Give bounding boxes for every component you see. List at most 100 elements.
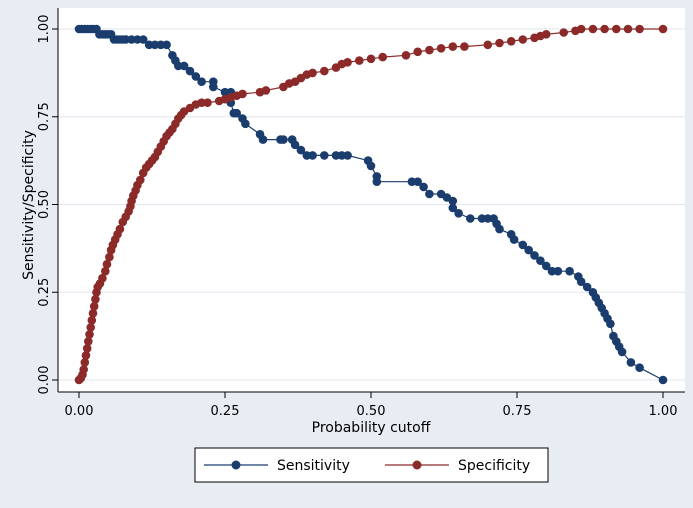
data-point-specificity <box>436 44 446 53</box>
data-point-sensitivity <box>138 35 148 44</box>
data-point-specificity <box>80 358 90 367</box>
data-point-specificity <box>612 24 621 34</box>
data-point-sensitivity <box>185 66 195 76</box>
data-point-specificity <box>576 24 586 34</box>
data-point-sensitivity <box>121 35 130 44</box>
data-point-specificity <box>600 24 609 34</box>
data-point-sensitivity <box>617 347 627 357</box>
data-point-sensitivity <box>541 261 551 271</box>
data-point-sensitivity <box>366 161 376 171</box>
data-point-specificity <box>483 40 493 50</box>
data-point-sensitivity <box>518 240 528 250</box>
data-point-sensitivity <box>626 358 636 367</box>
data-point-specificity <box>238 89 247 99</box>
data-point-specificity <box>401 51 411 60</box>
data-point-specificity <box>320 66 329 76</box>
data-point-specificity <box>91 295 100 304</box>
data-point-sensitivity <box>448 203 458 213</box>
legend-marker <box>231 460 241 470</box>
data-point-sensitivity <box>509 235 519 244</box>
data-point-sensitivity <box>576 277 586 287</box>
y-tick-label: 0.25 <box>37 278 52 307</box>
data-point-specificity <box>84 337 93 346</box>
data-point-sensitivity <box>241 119 250 129</box>
y-tick-label: 0.00 <box>37 366 52 395</box>
data-point-specificity <box>559 28 568 37</box>
data-point-sensitivity <box>320 151 329 160</box>
legend-item-sensitivity: Sensitivity <box>204 458 350 474</box>
data-point-sensitivity <box>308 151 317 160</box>
x-tick-label: 0.50 <box>357 404 386 419</box>
data-point-sensitivity <box>343 151 352 160</box>
data-point-specificity <box>115 224 125 234</box>
y-axis-label: Sensitivity/Specificity <box>21 130 37 280</box>
grid <box>58 28 685 381</box>
data-point-sensitivity <box>425 189 434 199</box>
data-point-specificity <box>541 30 551 39</box>
x-axis-label: Probability cutoff <box>312 420 431 436</box>
y-tick-label: 1.00 <box>37 15 52 44</box>
series-sensitivity <box>74 24 668 385</box>
legend-item-specificity: Specificity <box>385 458 530 474</box>
data-point-sensitivity <box>524 245 533 255</box>
data-point-specificity <box>98 273 107 283</box>
data-point-sensitivity <box>658 375 668 385</box>
data-point-specificity <box>460 42 469 51</box>
data-point-sensitivity <box>419 182 428 192</box>
data-point-specificity <box>89 302 99 311</box>
data-point-specificity <box>88 309 98 318</box>
data-point-specificity <box>425 45 434 55</box>
data-point-sensitivity <box>635 363 644 373</box>
data-point-specificity <box>102 259 112 269</box>
data-point-specificity <box>197 98 206 107</box>
data-point-sensitivity <box>191 72 201 81</box>
data-point-sensitivity <box>150 40 160 50</box>
x-tick-label: 0.25 <box>211 404 240 419</box>
data-point-sensitivity <box>279 135 288 144</box>
data-point-sensitivity <box>565 266 574 276</box>
y-tick-label: 0.50 <box>37 190 52 219</box>
data-point-specificity <box>86 323 95 332</box>
data-point-specificity <box>635 24 644 34</box>
data-point-specificity <box>81 351 91 360</box>
y-tick-label: 0.75 <box>37 102 52 131</box>
data-point-specificity <box>366 54 376 64</box>
data-point-specificity <box>495 38 504 48</box>
data-point-specificity <box>308 68 317 78</box>
data-point-specificity <box>518 35 528 44</box>
data-point-specificity <box>355 56 364 65</box>
data-point-sensitivity <box>448 196 458 206</box>
data-point-specificity <box>343 58 352 67</box>
data-point-specificity <box>261 86 271 95</box>
data-point-specificity <box>203 98 212 107</box>
axes: 0.00 0.25 0.50 0.75 1.00 0.00 0.25 0.50 0.75 1.00 <box>37 8 685 419</box>
data-point-sensitivity <box>413 177 423 186</box>
data-point-specificity <box>378 52 388 62</box>
data-point-specificity <box>87 316 97 325</box>
data-point-sensitivity <box>197 77 206 86</box>
data-point-sensitivity <box>536 256 545 266</box>
series-specificity <box>74 24 668 385</box>
data-point-sensitivity <box>290 140 300 150</box>
data-point-specificity <box>506 37 516 46</box>
x-tick-label: 1.00 <box>649 404 678 419</box>
data-point-sensitivity <box>296 145 306 155</box>
legend: Sensitivity Specificity <box>194 447 549 483</box>
data-point-sensitivity <box>232 108 241 118</box>
data-point-sensitivity <box>582 282 592 292</box>
data-point-sensitivity <box>454 209 463 218</box>
data-point-sensitivity <box>162 40 171 50</box>
data-point-sensitivity <box>466 214 475 223</box>
legend-label: Specificity <box>458 458 530 474</box>
data-point-sensitivity <box>606 319 615 329</box>
data-point-specificity <box>136 175 145 185</box>
data-point-sensitivity <box>258 135 268 144</box>
data-point-specificity <box>105 252 114 262</box>
data-point-specificity <box>85 330 94 339</box>
data-point-specificity <box>413 47 423 57</box>
data-point-sensitivity <box>209 82 218 92</box>
data-point-sensitivity <box>372 177 382 186</box>
data-point-specificity <box>623 24 633 34</box>
